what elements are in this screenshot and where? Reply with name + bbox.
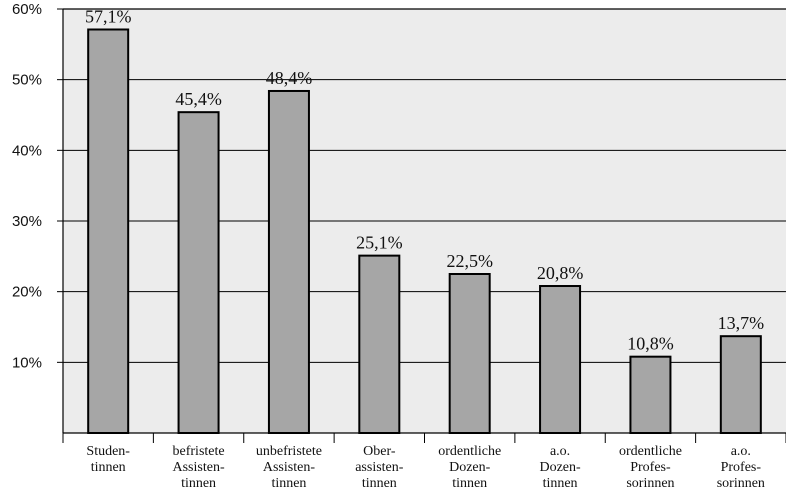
value-label: 48,4%: [266, 68, 313, 88]
category-label: Assisten-: [263, 460, 315, 475]
category-label: sorinnen: [626, 476, 674, 491]
bar: [448, 273, 491, 434]
category-label: a.o.: [731, 444, 751, 459]
y-axis-ticks: 10% 20% 30% 40% 50% 60%: [12, 1, 63, 371]
bar: [267, 89, 310, 435]
category-label: unbefristete: [256, 444, 322, 459]
category-label: assisten-: [355, 460, 404, 475]
category-label: tinnen: [91, 460, 126, 475]
bar: [358, 254, 401, 434]
y-tick-label: 30%: [12, 213, 42, 230]
category-label: ordentliche: [619, 444, 682, 459]
value-label: 22,5%: [446, 251, 493, 271]
category-label: Assisten-: [173, 460, 225, 475]
value-label: 13,7%: [718, 313, 765, 333]
value-label: 25,1%: [356, 233, 403, 253]
bar: [539, 285, 582, 434]
bar: [177, 111, 220, 434]
value-label: 57,1%: [85, 6, 132, 26]
category-label: tinnen: [271, 476, 306, 491]
y-tick-label: 10%: [12, 354, 42, 371]
value-labels: 57,1% 45,4% 48,4% 25,1% 22,5% 20,8% 10,8% 13,7%: [85, 6, 764, 353]
category-label: Profes-: [721, 460, 762, 475]
category-label: Profes-: [630, 460, 671, 475]
y-tick-label: 60%: [12, 1, 42, 18]
bar: [87, 28, 130, 434]
category-label: befristete: [173, 444, 225, 459]
category-label: Ober-: [363, 444, 396, 459]
category-label: tinnen: [181, 476, 216, 491]
category-label: ordentliche: [438, 444, 501, 459]
bars: [87, 28, 762, 435]
category-label: Studen-: [86, 444, 130, 459]
y-tick-label: 40%: [12, 142, 42, 159]
category-label: tinnen: [543, 476, 578, 491]
category-label: tinnen: [452, 476, 487, 491]
category-label: tinnen: [362, 476, 397, 491]
value-label: 20,8%: [537, 263, 584, 283]
bar: [629, 355, 672, 434]
category-label: Dozen-: [449, 460, 491, 475]
bar: [719, 335, 762, 435]
value-label: 45,4%: [175, 89, 222, 109]
y-tick-label: 20%: [12, 284, 42, 301]
category-label: a.o.: [550, 444, 570, 459]
value-label: 10,8%: [627, 334, 674, 354]
x-axis-ticks: [62, 433, 786, 443]
category-labels: Studen-tinnenbefristeteAssisten-tinnenun…: [86, 444, 765, 491]
y-tick-label: 50%: [12, 72, 42, 89]
category-label: sorinnen: [717, 476, 765, 491]
category-label: Dozen-: [539, 460, 581, 475]
